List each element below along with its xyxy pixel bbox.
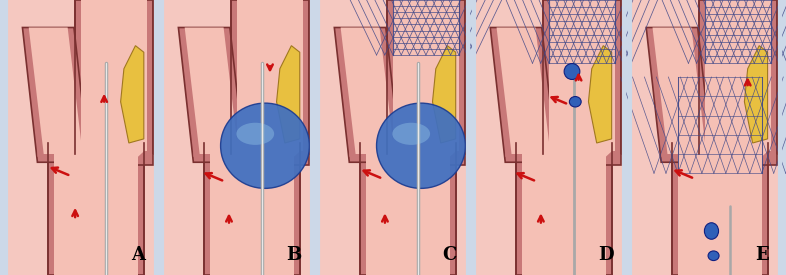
Polygon shape [6,0,156,275]
Text: A: A [131,246,145,264]
Text: D: D [598,246,614,264]
Polygon shape [185,28,239,154]
Ellipse shape [569,97,581,107]
Polygon shape [672,143,768,275]
Polygon shape [432,46,456,143]
Polygon shape [630,0,780,275]
Polygon shape [38,148,153,159]
Ellipse shape [704,223,718,239]
Ellipse shape [237,123,274,145]
Polygon shape [210,148,303,157]
Polygon shape [360,143,456,275]
Polygon shape [231,0,309,165]
Polygon shape [318,0,468,275]
Polygon shape [334,28,401,162]
Polygon shape [646,28,713,162]
Polygon shape [193,148,309,159]
Polygon shape [54,146,138,275]
Polygon shape [661,148,777,159]
Ellipse shape [564,64,580,79]
Polygon shape [81,0,147,151]
Polygon shape [474,0,624,275]
Text: B: B [286,246,302,264]
Polygon shape [678,146,762,275]
Polygon shape [542,0,621,165]
Polygon shape [522,146,606,275]
Polygon shape [48,143,145,275]
Polygon shape [29,28,83,154]
Polygon shape [54,148,147,157]
Polygon shape [652,28,707,154]
Ellipse shape [221,103,310,188]
Polygon shape [75,0,153,165]
Polygon shape [237,0,303,151]
Ellipse shape [392,123,430,145]
Polygon shape [210,146,294,275]
Polygon shape [474,0,624,275]
Polygon shape [630,0,780,275]
Polygon shape [162,0,312,275]
Polygon shape [497,28,550,154]
Polygon shape [589,46,612,143]
Polygon shape [630,0,780,275]
Polygon shape [744,46,768,143]
Polygon shape [516,143,612,275]
Polygon shape [6,0,156,275]
Polygon shape [387,0,465,165]
Polygon shape [474,0,624,275]
Polygon shape [490,28,556,162]
Ellipse shape [708,251,719,261]
Polygon shape [340,28,395,154]
Polygon shape [277,46,299,143]
Polygon shape [366,146,450,275]
Polygon shape [393,0,459,151]
Polygon shape [6,0,156,275]
Polygon shape [162,0,312,275]
Polygon shape [705,0,771,151]
Polygon shape [505,148,621,159]
Polygon shape [366,148,459,157]
Text: C: C [443,246,457,264]
Polygon shape [162,0,312,275]
Ellipse shape [376,103,465,188]
Polygon shape [204,143,300,275]
Text: E: E [755,246,769,264]
Polygon shape [23,28,89,162]
Polygon shape [178,28,245,162]
Polygon shape [522,148,615,157]
Polygon shape [549,0,615,151]
Polygon shape [349,148,465,159]
Polygon shape [318,0,468,275]
Polygon shape [318,0,468,275]
Polygon shape [678,148,771,157]
Polygon shape [699,0,777,165]
Polygon shape [120,46,144,143]
